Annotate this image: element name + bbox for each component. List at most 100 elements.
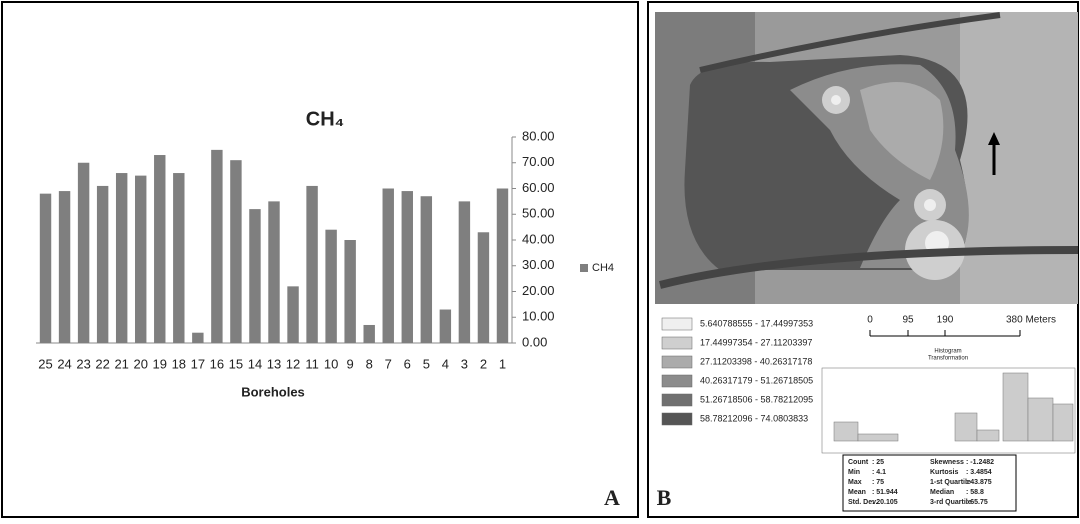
y-tick-label: 80.00 (522, 128, 555, 143)
bar (439, 309, 452, 343)
stats-text: : 20.105 (872, 499, 898, 506)
y-tick-label: 20.00 (522, 283, 555, 298)
x-tick-label: 11 (305, 356, 319, 371)
x-tick-label: 13 (267, 356, 281, 371)
map-legend-swatch (661, 412, 693, 426)
map-legend-swatch (661, 393, 693, 407)
x-tick-label: 1 (499, 356, 506, 371)
bar (401, 191, 413, 343)
x-axis-label: Boreholes (241, 384, 305, 399)
bar (363, 324, 375, 343)
stats-text: Std. Dev. (848, 499, 877, 506)
panel-frame (1, 1, 639, 518)
y-tick-label: 40.00 (522, 231, 555, 246)
x-tick-label: 23 (76, 356, 90, 371)
stats-text: : 25 (872, 459, 884, 466)
x-tick-label: 12 (286, 356, 300, 371)
stats-text: : 3.4854 (966, 469, 992, 476)
stats-text: 3-rd Quartile (930, 499, 972, 506)
stats-text: : 75 (872, 479, 884, 486)
x-tick-label: 14 (248, 356, 262, 371)
stats-text: : -1.2482 (966, 459, 994, 466)
x-tick-label: 20 (133, 356, 147, 371)
bar (211, 149, 223, 343)
x-tick-label: 25 (38, 356, 52, 371)
stats-box (842, 454, 1017, 512)
stats-text: : 51.944 (872, 489, 898, 496)
bar (77, 162, 90, 343)
bar (230, 160, 242, 343)
x-tick-label: 3 (461, 356, 468, 371)
map (655, 12, 1079, 304)
x-tick-label: 15 (229, 356, 243, 371)
stats-text: : 4.1 (872, 469, 886, 476)
stats-text: Kurtosis (930, 469, 959, 476)
x-tick-label: 6 (404, 356, 411, 371)
bar (249, 209, 261, 343)
scale-label: 190 (937, 315, 954, 326)
x-tick-label: 5 (423, 356, 430, 371)
map-legend-label: 17.44997354 - 27.11203397 (700, 337, 812, 347)
map-legend-swatch (661, 374, 693, 388)
map-legend-label: 40.26317179 - 51.26718505 (700, 375, 813, 385)
map-legend-swatch (661, 336, 693, 350)
stats-text: 1-st Quartile (930, 479, 971, 486)
scale-bar (869, 330, 1021, 337)
bar (115, 173, 128, 343)
x-tick-label: 21 (114, 356, 128, 371)
scale-label: 95 (902, 315, 914, 326)
bar (344, 240, 356, 343)
y-tick-label: 60.00 (522, 180, 555, 195)
y-tick-label: 0.00 (522, 334, 547, 349)
map-legend-label: 51.26718506 - 58.78212095 (700, 394, 813, 404)
x-tick-label: 10 (324, 356, 338, 371)
histogram-title: Histogram (934, 349, 961, 355)
stats-text: : 43.875 (966, 479, 992, 486)
bar (477, 232, 490, 343)
x-tick-label: 19 (153, 356, 167, 371)
bar (192, 332, 204, 343)
x-tick-label: 24 (57, 356, 71, 371)
bar (496, 188, 509, 343)
bar (58, 191, 71, 343)
map-legend-label: 5.640788555 - 17.44997353 (700, 318, 813, 328)
bar (287, 286, 299, 343)
stats-text: Min (848, 469, 860, 476)
bar (306, 185, 318, 343)
x-tick-label: 18 (172, 356, 186, 371)
histogram-bars (833, 372, 1074, 442)
map-legend-swatch (661, 355, 693, 369)
bar (420, 196, 433, 343)
bar (325, 229, 337, 343)
bar (268, 201, 280, 343)
bar (458, 201, 471, 343)
stats-text: : 65.75 (966, 499, 988, 506)
stats-text: Skewness (930, 459, 964, 466)
x-tick-label: 7 (385, 356, 392, 371)
bar (39, 193, 52, 343)
map-legend-label: 27.11203398 - 40.26317178 (700, 356, 812, 366)
map-legend-label: 58.78212096 - 74.0803833 (700, 413, 808, 423)
stats-text: : 58.8 (966, 489, 984, 496)
scale-label: 380 Meters (1006, 315, 1056, 326)
x-tick-label: 16 (210, 356, 224, 371)
x-tick-label: 17 (191, 356, 205, 371)
map-legend-swatch (661, 317, 693, 331)
legend-label: CH4 (592, 262, 614, 274)
x-tick-label: 22 (95, 356, 109, 371)
stats-text: Mean (848, 489, 866, 496)
legend-swatch (580, 264, 588, 272)
chart-title: CH₄ (306, 108, 344, 130)
x-tick-label: 4 (442, 356, 449, 371)
panel-label: B (657, 485, 672, 510)
scale-label: 0 (867, 315, 873, 326)
stats-text: Count (848, 459, 869, 466)
bar (154, 155, 166, 343)
x-tick-label: 8 (366, 356, 373, 371)
y-tick-label: 30.00 (522, 257, 555, 272)
stats-text: Max (848, 479, 862, 486)
bar (135, 175, 147, 343)
stats-text: Median (930, 489, 954, 496)
x-tick-label: 2 (480, 356, 487, 371)
